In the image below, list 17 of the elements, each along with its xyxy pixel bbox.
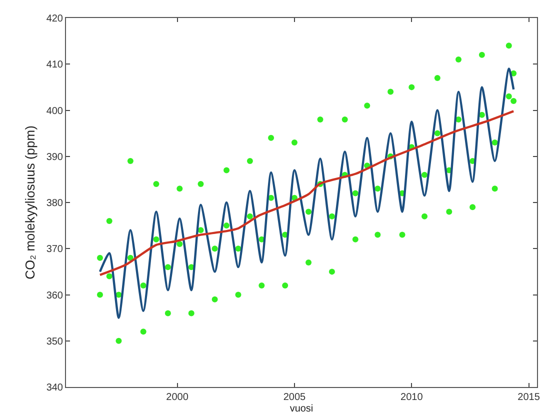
y-tick-label: 400 <box>46 106 64 117</box>
x-tick-label: 2000 <box>166 392 189 403</box>
x-tick-label: 2015 <box>518 392 540 403</box>
x-tick-label: 2010 <box>400 392 424 403</box>
y-tick-label: 340 <box>46 382 64 394</box>
y-tick-label: 360 <box>46 290 64 302</box>
line-series <box>98 110 515 276</box>
y-axis-title: CO₂ molekyyliosuus (ppm) <box>22 126 38 280</box>
y-tick-label: 350 <box>46 336 64 348</box>
y-tick-label: 410 <box>46 60 64 71</box>
y-tick-label: 370 <box>46 244 64 256</box>
line-series <box>98 68 515 319</box>
x-axis-title: vuosi <box>290 404 314 414</box>
y-tick-label: 380 <box>46 198 64 209</box>
y-tick-label: 420 <box>46 14 64 24</box>
x-tick-label: 2005 <box>283 392 306 403</box>
y-tick-label: 390 <box>46 152 64 163</box>
